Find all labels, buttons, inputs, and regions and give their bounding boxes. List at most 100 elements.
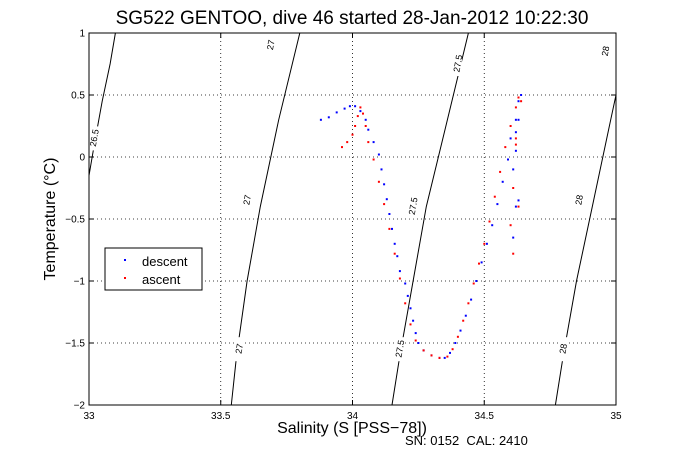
x-tick-label: 33.5: [211, 411, 231, 422]
x-tick-label: 34: [347, 411, 359, 422]
descent-point: [449, 351, 451, 354]
descent-point: [491, 224, 494, 227]
y-tick-label: −1: [74, 277, 86, 288]
x-tick-label: 34.5: [475, 411, 495, 422]
contour-label: 27.5: [393, 339, 406, 358]
contour-label-bg: [243, 188, 252, 213]
descent-point: [517, 100, 520, 103]
descent-point: [414, 332, 417, 335]
x-axis-label: Salinity (S [PSS−78]): [277, 420, 427, 437]
contour-line-27-5: [391, 32, 469, 406]
descent-point: [514, 205, 517, 208]
contour-line-26-5: [88, 32, 116, 176]
contour-label: 28: [573, 194, 585, 206]
legend-box: [104, 247, 203, 291]
contour-label: 27: [265, 39, 277, 51]
y-tick-label: 0: [79, 153, 85, 164]
descent-point: [364, 118, 367, 121]
contour-line-27: [230, 32, 301, 406]
descent-point: [514, 149, 517, 152]
contour-label: 27.5: [451, 54, 464, 73]
ascent-point: [354, 125, 357, 127]
descent-point: [470, 298, 473, 301]
descent-point: [417, 342, 420, 344]
descent-point: [393, 242, 396, 245]
descent-point: [512, 168, 515, 171]
descent-point: [475, 280, 478, 282]
contour-label: 27: [241, 194, 253, 206]
descent-point: [383, 183, 386, 186]
ascent-point: [472, 282, 475, 285]
y-tick-label: 0.5: [71, 91, 85, 102]
contour-label: 26.5: [88, 128, 101, 147]
ascent-point: [367, 141, 370, 144]
series-ascent: [341, 96, 523, 359]
contour-label-bg: [266, 33, 275, 58]
descent-point: [412, 319, 415, 322]
ascent-point: [430, 354, 433, 357]
ascent-point: [359, 106, 362, 109]
plot-area: [89, 33, 616, 405]
legend-marker-ascent: [124, 277, 126, 279]
descent-point: [443, 356, 446, 359]
ascent-point: [356, 115, 359, 118]
descent-point: [406, 294, 409, 297]
descent-point: [377, 153, 380, 156]
y-tick-label: −0.5: [65, 215, 85, 226]
contour-label-bg: [409, 194, 418, 219]
ascent-point: [362, 112, 364, 115]
descent-point: [517, 118, 520, 121]
descent-point: [507, 158, 509, 161]
descent-point: [385, 198, 388, 201]
descent-point: [409, 307, 412, 310]
x-tick-labels: 33 33.5 34 34.5 35: [83, 411, 622, 422]
descent-point: [404, 282, 407, 285]
ascent-point: [422, 349, 425, 352]
descent-point: [514, 131, 517, 134]
ascent-point: [520, 100, 523, 103]
ascent-point: [398, 277, 401, 280]
legend-marker-descent: [124, 259, 126, 261]
descent-point: [485, 242, 488, 245]
descent-point: [496, 203, 499, 206]
ascent-point: [514, 106, 517, 109]
contour-label-bg: [395, 337, 404, 362]
contour-label-bg: [575, 188, 584, 213]
ascent-point: [467, 302, 470, 305]
ascent-point: [509, 224, 512, 227]
ascent-point: [509, 125, 512, 127]
descent-point: [396, 255, 399, 258]
ascent-point: [346, 141, 349, 144]
ascent-point: [493, 195, 496, 198]
ascent-point: [451, 348, 454, 351]
ascent-point: [462, 319, 465, 322]
legend-label-ascent: ascent: [142, 272, 181, 287]
contour-label-bg: [453, 52, 462, 76]
y-tick-labels: −2 −1.5 −1 −0.5 0 0.5 1: [65, 29, 85, 412]
descent-point: [454, 342, 457, 344]
descent-point: [380, 168, 383, 171]
contour-label-bg: [235, 337, 244, 362]
contour-label-bg: [601, 39, 610, 64]
ascent-point: [478, 262, 480, 265]
ascent-point: [512, 187, 515, 189]
descent-point: [512, 236, 515, 239]
descent-point: [514, 118, 517, 121]
contour-label: 28: [600, 45, 612, 57]
descent-point: [319, 118, 322, 121]
descent-point: [501, 180, 504, 183]
descent-point: [464, 314, 467, 317]
ascent-point: [514, 137, 517, 140]
legend-label-descent: descent: [142, 254, 188, 269]
ascent-point: [404, 302, 407, 305]
descent-point: [343, 107, 346, 110]
descent-point: [388, 213, 391, 215]
ascent-point: [446, 355, 449, 358]
descent-point: [367, 128, 370, 131]
ascent-point: [499, 170, 502, 173]
ascent-point: [372, 158, 375, 161]
chart-title: SG522 GENTOO, dive 46 started 28-Jan-201…: [116, 8, 589, 29]
descent-point: [459, 329, 462, 332]
contour-label-bg: [90, 126, 99, 151]
